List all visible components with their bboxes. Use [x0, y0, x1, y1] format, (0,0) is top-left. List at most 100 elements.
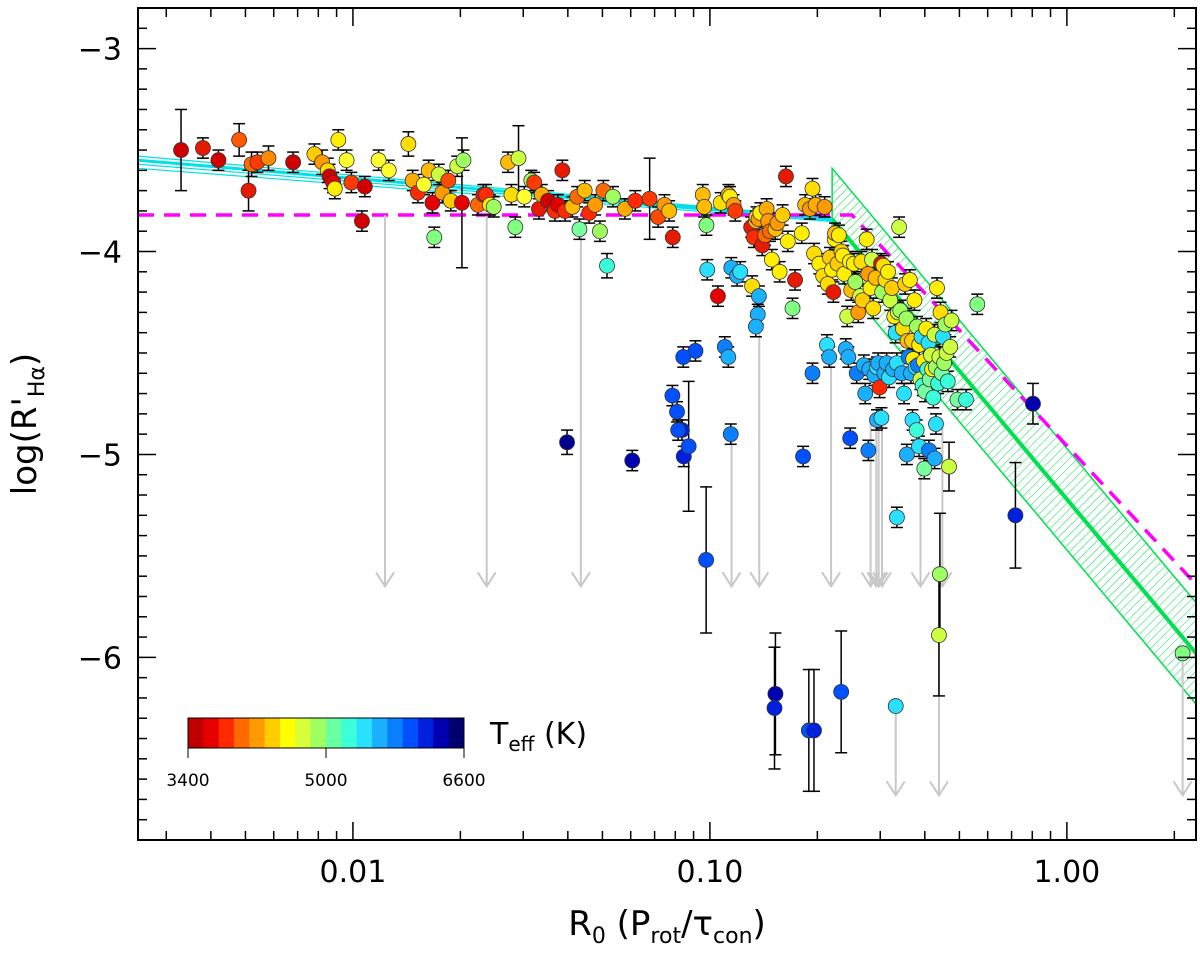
upper-limit-arrowhead	[910, 571, 931, 589]
data-point	[833, 683, 850, 700]
upper-limit-arrowhead	[929, 780, 949, 798]
data-point	[698, 217, 715, 234]
data-point	[424, 194, 441, 211]
colorbar-label: 5000	[304, 771, 347, 791]
data-point	[710, 288, 726, 305]
data-points	[173, 132, 1191, 739]
data-point	[842, 430, 859, 447]
data-point	[727, 203, 744, 219]
data-point	[330, 132, 347, 148]
data-point	[680, 438, 697, 455]
data-point	[871, 379, 888, 396]
data-point	[210, 152, 227, 169]
colorbar-swatch	[372, 718, 388, 748]
colorbar-swatch	[280, 718, 296, 748]
data-point	[896, 385, 912, 402]
colorbar-label: 6600	[442, 771, 485, 791]
data-point	[898, 446, 915, 463]
data-point	[767, 685, 784, 702]
data-point	[440, 172, 457, 189]
data-point	[787, 272, 803, 288]
colorbar-label: 3400	[166, 771, 209, 791]
data-point	[426, 229, 443, 246]
upper-limit-arrows	[375, 214, 1193, 798]
x-axis-title: R0 (Prot/τcon)	[568, 904, 766, 949]
data-point	[931, 627, 947, 643]
data-point	[516, 188, 533, 205]
data-point	[821, 349, 838, 365]
data-point	[356, 178, 373, 195]
colorbar-swatch	[448, 718, 465, 748]
y-tick-label: −3	[78, 33, 122, 68]
data-point	[231, 132, 248, 148]
upper-limit-arrowhead	[571, 571, 591, 589]
y-tick-label: −6	[78, 641, 122, 676]
data-point	[173, 142, 189, 158]
data-point	[576, 182, 593, 199]
data-point	[664, 387, 681, 404]
data-point	[554, 162, 571, 179]
data-point	[816, 198, 833, 215]
axis-ticks	[138, 7, 1196, 840]
data-point	[854, 292, 871, 309]
data-point	[455, 152, 472, 169]
data-point	[699, 261, 716, 278]
data-point	[884, 280, 900, 296]
data-point	[865, 300, 882, 317]
data-point	[698, 552, 715, 568]
x-title-sub2: con	[713, 924, 753, 949]
data-point	[559, 434, 575, 451]
data-point	[720, 349, 737, 365]
data-point	[627, 192, 644, 209]
upper-limit-arrowhead	[885, 780, 906, 798]
data-point	[840, 349, 857, 365]
y-title-close: )	[5, 353, 45, 366]
data-point	[1007, 507, 1024, 524]
data-point	[779, 233, 796, 250]
upper-limit-arrowhead	[1172, 780, 1193, 798]
data-point	[732, 263, 749, 280]
data-point	[847, 274, 864, 290]
data-point	[778, 168, 794, 185]
data-point	[747, 318, 764, 335]
tick-labels: 0.01 0.10 1.00 −3 −4 −5 −6	[78, 33, 1101, 890]
data-point	[624, 452, 641, 469]
data-point	[240, 182, 257, 199]
data-point	[641, 190, 658, 207]
colorbar-swatch	[203, 718, 220, 748]
data-point	[326, 180, 343, 197]
colorbar-title-main: T	[489, 717, 509, 752]
data-point	[766, 700, 783, 716]
plot-frame	[137, 7, 1197, 841]
data-point	[454, 194, 470, 211]
y-axis-title: log(R'Hα)	[5, 353, 50, 495]
data-point	[889, 509, 905, 526]
data-point	[722, 426, 739, 443]
data-point	[526, 174, 543, 191]
data-point	[925, 389, 942, 406]
colorbar-swatch	[188, 718, 204, 748]
data-point	[260, 150, 277, 167]
upper-limit-arrowhead	[721, 571, 742, 589]
x-title-mid: /τ	[681, 904, 713, 944]
data-point	[795, 448, 811, 465]
colorbar-swatch	[234, 718, 250, 748]
data-point	[599, 257, 615, 274]
data-point	[901, 272, 918, 288]
colorbar-swatch	[418, 718, 434, 748]
data-point	[928, 416, 944, 432]
colorbar-swatch	[264, 718, 281, 748]
colorbar-swatch	[310, 718, 327, 748]
data-point	[771, 263, 788, 280]
x-tick-label: 0.10	[676, 855, 743, 890]
data-point	[891, 219, 908, 236]
x-title-sub1: rot	[650, 924, 681, 949]
y-title-main: log(R'	[5, 397, 45, 495]
colorbar-swatch	[249, 718, 266, 748]
data-point	[958, 391, 974, 408]
data-point	[926, 450, 943, 467]
colorbar-swatch	[218, 718, 235, 748]
colorbar-title-sub: eff	[508, 732, 535, 756]
x-title-main: R	[568, 904, 592, 944]
